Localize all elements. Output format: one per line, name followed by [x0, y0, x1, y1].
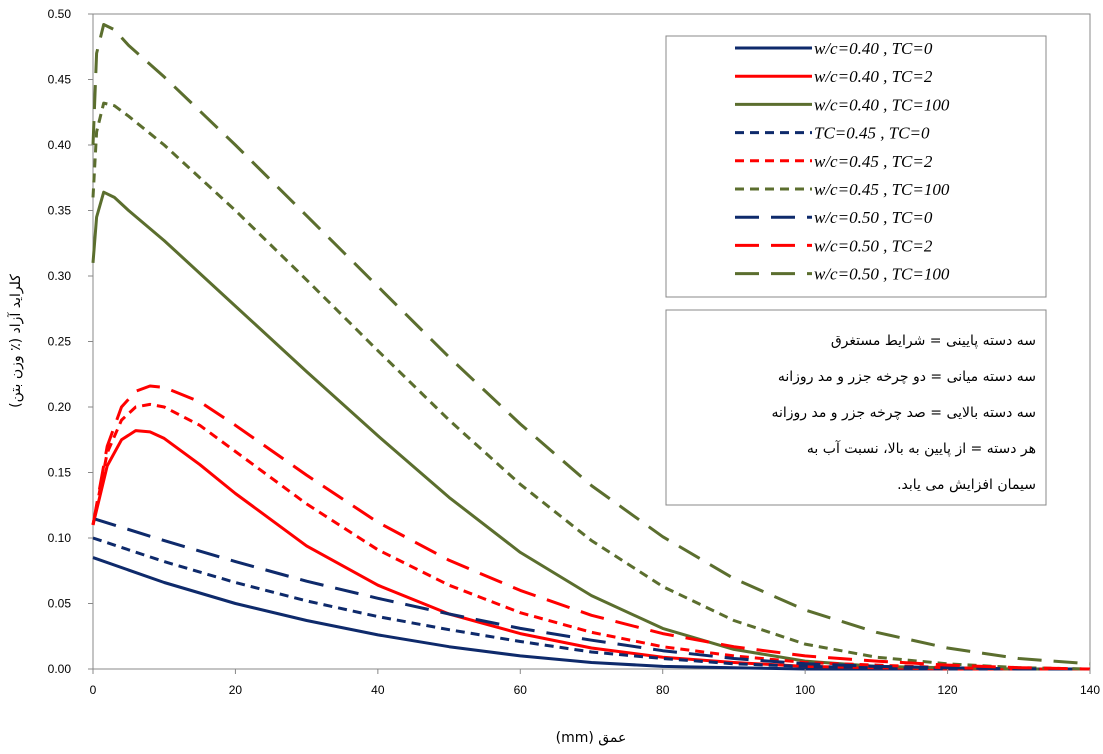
y-tick-label: 0.25: [48, 335, 72, 349]
y-tick-label: 0.15: [48, 466, 72, 480]
series-layer: [91, 23, 1091, 671]
y-tick-label: 0.20: [48, 400, 72, 414]
y-tick-label: 0.05: [48, 597, 72, 611]
x-tick-label: 60: [514, 683, 528, 697]
legend-label-2: w/c=0.40 , TC=2: [814, 67, 933, 86]
y-tick-label: 0.00: [48, 662, 72, 676]
legend-label-5: w/c=0.45 , TC=2: [814, 152, 933, 171]
y-tick-label: 0.50: [48, 7, 72, 21]
legend-label-7: w/c=0.50 , TC=0: [814, 208, 933, 227]
x-tick-label: 0: [90, 683, 97, 697]
annotation-frame: [665, 309, 1047, 506]
annotation-line-2: سه دسته میانی = دو چرخه جزر و مد روزانه: [778, 369, 1036, 385]
series-line-7: [92, 516, 1090, 671]
series-line-8: [91, 384, 1091, 671]
legend-box: [665, 35, 1047, 298]
y-tick-label: 0.40: [48, 138, 72, 152]
legend-label-9: w/c=0.50 , TC=100: [814, 265, 950, 284]
annotation-line-3: سه دسته بالایی = صد چرخه جزر و مد روزانه: [771, 405, 1036, 421]
x-axis-title: عمق (mm): [556, 730, 627, 746]
legend-label-3: w/c=0.40 , TC=100: [814, 95, 950, 114]
annotation-line-4: هر دسته = از پایین به بالا، نسبت آب به: [807, 440, 1036, 457]
x-tick-label: 80: [656, 683, 670, 697]
annotation-box: سه دسته پایینی = شرایط مستغرق سه دسته میا…: [665, 309, 1047, 506]
legend-label-4: TC=0.45 , TC=0: [814, 124, 930, 143]
annotation-line-1: سه دسته پایینی = شرایط مستغرق: [831, 333, 1036, 349]
y-tick-label: 0.35: [48, 204, 72, 218]
axes-layer: 0 20 40 60 80 100 120 140 0.00 0.05 0.10 0.15 0.20 0.…: [48, 7, 1101, 697]
legend-label-6: w/c=0.45 , TC=100: [814, 180, 950, 199]
series-line-9: [91, 23, 1091, 666]
y-tick-label: 0.45: [48, 73, 72, 87]
legend-label-8: w/c=0.50 , TC=2: [814, 236, 933, 255]
x-tick-label: 140: [1080, 683, 1100, 697]
legend-label-1: w/c=0.40 , TC=0: [814, 39, 933, 58]
y-tick-label: 0.30: [48, 269, 72, 283]
series-line-6: [91, 101, 1091, 671]
annotation-line-5: سیمان افزایش می یابد.: [897, 477, 1036, 493]
x-tick-label: 120: [938, 683, 958, 697]
x-tick-label: 20: [229, 683, 243, 697]
y-tick-label: 0.10: [48, 531, 72, 545]
series-line-5: [91, 402, 1090, 671]
legend: w/c=0.40 , TC=0 w/c=0.40 , TC=2 w/c=0.40 ,…: [665, 35, 1047, 298]
y-axis-title: کلراید آزاد (٪ وزن بتن): [7, 274, 24, 408]
x-tick-label: 100: [795, 683, 815, 697]
x-tick-label: 40: [371, 683, 385, 697]
